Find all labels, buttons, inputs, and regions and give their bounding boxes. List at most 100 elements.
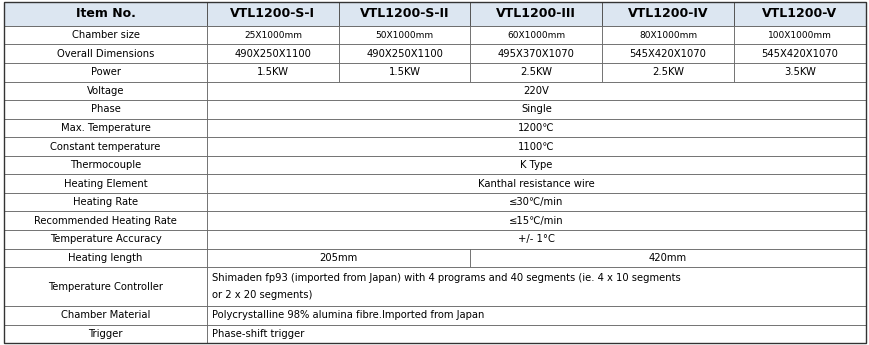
Bar xyxy=(4,156,207,174)
Text: Heating length: Heating length xyxy=(69,253,143,263)
Bar xyxy=(207,249,470,267)
Bar xyxy=(207,137,865,156)
Text: 60X1000mm: 60X1000mm xyxy=(507,31,565,40)
Text: +/- 1°C: +/- 1°C xyxy=(517,234,554,244)
Text: Polycrystalline 98% alumina fibre.Imported from Japan: Polycrystalline 98% alumina fibre.Import… xyxy=(212,310,484,321)
Text: ≤30℃/min: ≤30℃/min xyxy=(508,197,563,207)
Bar xyxy=(733,63,865,81)
Bar xyxy=(470,45,601,63)
Bar xyxy=(4,63,207,81)
Bar xyxy=(4,306,207,325)
Bar xyxy=(207,267,865,306)
Bar xyxy=(338,45,470,63)
Bar xyxy=(207,193,865,211)
Text: 545X420X1070: 545X420X1070 xyxy=(760,49,837,59)
Text: Constant temperature: Constant temperature xyxy=(50,141,161,151)
Bar xyxy=(4,45,207,63)
Text: VTL1200-S-I: VTL1200-S-I xyxy=(230,7,315,20)
Text: 2.5KW: 2.5KW xyxy=(651,67,683,77)
Text: 420mm: 420mm xyxy=(648,253,687,263)
Bar xyxy=(4,249,207,267)
Bar xyxy=(470,2,601,26)
Bar xyxy=(207,45,338,63)
Text: 1100℃: 1100℃ xyxy=(517,141,554,151)
Bar xyxy=(4,211,207,230)
Bar xyxy=(207,2,338,26)
Text: Heating Rate: Heating Rate xyxy=(73,197,138,207)
Text: 1200℃: 1200℃ xyxy=(517,123,554,133)
Text: Shimaden fp93 (imported from Japan) with 4 programs and 40 segments (ie. 4 x 10 : Shimaden fp93 (imported from Japan) with… xyxy=(212,273,680,283)
Text: Phase-shift trigger: Phase-shift trigger xyxy=(212,329,304,339)
Text: 25X1000mm: 25X1000mm xyxy=(243,31,302,40)
Bar xyxy=(4,230,207,249)
Text: 50X1000mm: 50X1000mm xyxy=(375,31,433,40)
Bar xyxy=(4,174,207,193)
Text: Thermocouple: Thermocouple xyxy=(70,160,141,170)
Bar xyxy=(4,119,207,137)
Text: Kanthal resistance wire: Kanthal resistance wire xyxy=(477,179,594,189)
Text: VTL1200-S-II: VTL1200-S-II xyxy=(360,7,448,20)
Bar xyxy=(4,193,207,211)
Text: Temperature Accuracy: Temperature Accuracy xyxy=(50,234,162,244)
Text: 1.5KW: 1.5KW xyxy=(256,67,289,77)
Text: 80X1000mm: 80X1000mm xyxy=(638,31,696,40)
Text: or 2 x 20 segments): or 2 x 20 segments) xyxy=(212,290,312,300)
Text: Power: Power xyxy=(90,67,121,77)
Text: K Type: K Type xyxy=(520,160,552,170)
Text: Trigger: Trigger xyxy=(89,329,123,339)
Bar xyxy=(601,26,733,45)
Bar xyxy=(733,26,865,45)
Text: Heating Element: Heating Element xyxy=(63,179,148,189)
Text: Chamber size: Chamber size xyxy=(71,30,140,40)
Bar xyxy=(4,81,207,100)
Text: ≤15℃/min: ≤15℃/min xyxy=(508,216,563,226)
Bar xyxy=(207,26,338,45)
Bar xyxy=(207,63,338,81)
Bar xyxy=(338,26,470,45)
Text: 495X370X1070: 495X370X1070 xyxy=(497,49,574,59)
Bar xyxy=(207,100,865,119)
Bar xyxy=(338,63,470,81)
Text: Item No.: Item No. xyxy=(76,7,136,20)
Bar xyxy=(4,267,207,306)
Bar xyxy=(733,45,865,63)
Text: Max. Temperature: Max. Temperature xyxy=(61,123,150,133)
Text: Recommended Heating Rate: Recommended Heating Rate xyxy=(34,216,177,226)
Bar xyxy=(470,26,601,45)
Bar xyxy=(207,230,865,249)
Bar xyxy=(207,211,865,230)
Text: Chamber Material: Chamber Material xyxy=(61,310,150,321)
Bar xyxy=(470,249,865,267)
Text: 545X420X1070: 545X420X1070 xyxy=(629,49,706,59)
Bar xyxy=(4,26,207,45)
Bar xyxy=(207,81,865,100)
Text: Temperature Controller: Temperature Controller xyxy=(48,282,163,292)
Bar xyxy=(601,2,733,26)
Text: Overall Dimensions: Overall Dimensions xyxy=(57,49,154,59)
Text: VTL1200-III: VTL1200-III xyxy=(496,7,575,20)
Bar xyxy=(207,306,865,325)
Bar xyxy=(207,174,865,193)
Text: VTL1200-V: VTL1200-V xyxy=(761,7,836,20)
Text: 2.5KW: 2.5KW xyxy=(520,67,552,77)
Text: VTL1200-IV: VTL1200-IV xyxy=(627,7,707,20)
Text: 1.5KW: 1.5KW xyxy=(388,67,420,77)
Text: 100X1000mm: 100X1000mm xyxy=(767,31,831,40)
Text: 3.5KW: 3.5KW xyxy=(783,67,815,77)
Bar xyxy=(733,2,865,26)
Bar xyxy=(207,156,865,174)
Text: 220V: 220V xyxy=(523,86,548,96)
Bar xyxy=(601,63,733,81)
Bar xyxy=(4,325,207,343)
Text: Single: Single xyxy=(521,105,551,115)
Text: Phase: Phase xyxy=(90,105,121,115)
Bar xyxy=(338,2,470,26)
Text: 490X250X1100: 490X250X1100 xyxy=(234,49,311,59)
Bar xyxy=(4,100,207,119)
Bar xyxy=(207,119,865,137)
Text: 490X250X1100: 490X250X1100 xyxy=(366,49,442,59)
Bar xyxy=(4,137,207,156)
Bar xyxy=(470,63,601,81)
Bar xyxy=(601,45,733,63)
Text: 205mm: 205mm xyxy=(319,253,357,263)
